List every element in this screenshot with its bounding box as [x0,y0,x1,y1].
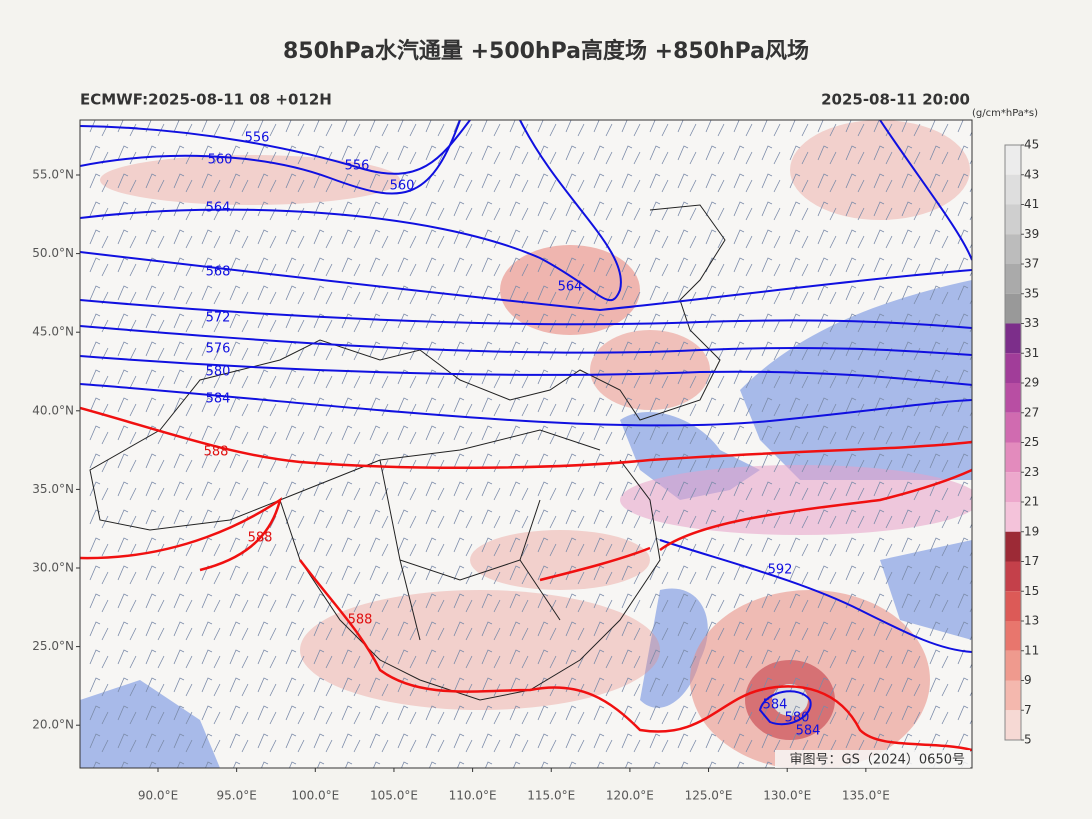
lon-label: 105.0°E [370,789,418,803]
contour-label: 588 [248,531,273,546]
lat-label: 40.0°N [32,403,74,417]
contour-label: 572 [206,311,231,326]
colorbar-segment [1005,531,1021,562]
lat-label: 50.0°N [32,246,74,260]
colorbar-label: 37 [1024,257,1039,271]
lon-label: 135.0°E [842,789,890,803]
lon-label: 95.0°E [216,789,256,803]
lat-label: 25.0°N [32,639,74,653]
contour-label: 584 [763,698,788,713]
colorbar-label: 27 [1024,405,1039,419]
colorbar-segment [1005,174,1021,205]
colorbar-label: 15 [1024,584,1039,598]
borders [89,204,726,701]
map [80,120,972,768]
lon-label: 120.0°E [606,789,654,803]
colorbar-segment [1005,412,1021,443]
colorbar-segment [1005,204,1021,235]
colorbar-segment [1005,293,1021,324]
contour-label: 568 [206,265,231,280]
contour-label: 580 [785,711,810,726]
height-contour-588 [80,406,972,752]
lon-label: 90.0°E [138,789,178,803]
contour-label: 560 [208,153,233,168]
height-contours [80,120,972,726]
contour-label: 576 [206,342,231,357]
lat-label: 30.0°N [32,561,74,575]
colorbar-label: 5 [1024,733,1032,747]
colorbar-segment [1005,710,1021,740]
valid-time: 2025-08-11 20:00 [821,91,970,109]
lat-label: 45.0°N [32,325,74,339]
contour-label: 556 [345,159,370,174]
colorbar-label: 21 [1024,495,1039,509]
map-frame [79,119,973,769]
colorbar-unit: (g/cm*hPa*s) [972,108,1038,119]
colorbar-label: 7 [1024,703,1032,717]
lon-label: 125.0°E [685,789,733,803]
colorbar-label: 39 [1024,227,1039,241]
contour-label: 564 [558,280,583,295]
colorbar-segment [1005,621,1021,651]
contour-label: 588 [204,445,229,460]
colorbar-segment [1005,472,1021,502]
colorbar-segment [1005,234,1021,264]
contour-label: 580 [206,365,231,380]
colorbar-label: 13 [1024,614,1039,628]
lat-label: 35.0°N [32,482,74,496]
colorbar-segment [1005,353,1021,383]
colorbar-label: 33 [1024,316,1039,330]
wind-barbs [80,120,972,768]
lon-label: 115.0°E [527,789,575,803]
contour-label: 584 [796,724,821,739]
contour-label: 584 [206,392,231,407]
colorbar-segment [1005,680,1021,711]
note-bg [775,750,970,768]
lon-label: 100.0°E [291,789,339,803]
colorbar-label: 43 [1024,167,1039,181]
colorbar-segment [1005,591,1021,621]
colorbar-segment [1005,264,1021,294]
colorbar-segment [1005,383,1021,413]
colorbar-label: 31 [1024,346,1039,360]
colorbar-label: 23 [1024,465,1039,479]
lon-label: 110.0°E [449,789,497,803]
colorbar-label: 29 [1024,376,1039,390]
colorbar-label: 9 [1024,673,1032,687]
lat-label: 55.0°N [32,168,74,182]
colorbar-segment [1005,650,1021,681]
contour-label: 560 [390,179,415,194]
colorbar-label: 25 [1024,435,1039,449]
model-run: ECMWF:2025-08-11 08 +012H [80,91,332,109]
contour-label: 556 [245,131,270,146]
colorbar-segment [1005,502,1021,532]
contour-label: 592 [768,563,793,578]
contour-label: 588 [348,613,373,628]
map-note: 审图号：GS（2024）0650号 [790,753,966,768]
title: 850hPa水汽通量 +500hPa高度场 +850hPa风场 [283,38,809,64]
lon-label: 130.0°E [763,789,811,803]
colorbar-segment [1005,323,1021,354]
colorbar-label: 35 [1024,286,1039,300]
lat-label: 20.0°N [32,718,74,732]
colorbar-label: 41 [1024,197,1039,211]
colorbar-label: 19 [1024,524,1039,538]
colorbar-segment [1005,561,1021,592]
colorbar-label: 11 [1024,643,1039,657]
contour-label: 564 [206,201,231,216]
colorbar-label: 45 [1024,138,1039,152]
colorbar-segment [1005,145,1021,175]
colorbar-label: 17 [1024,554,1039,568]
colorbar-segment [1005,442,1021,473]
